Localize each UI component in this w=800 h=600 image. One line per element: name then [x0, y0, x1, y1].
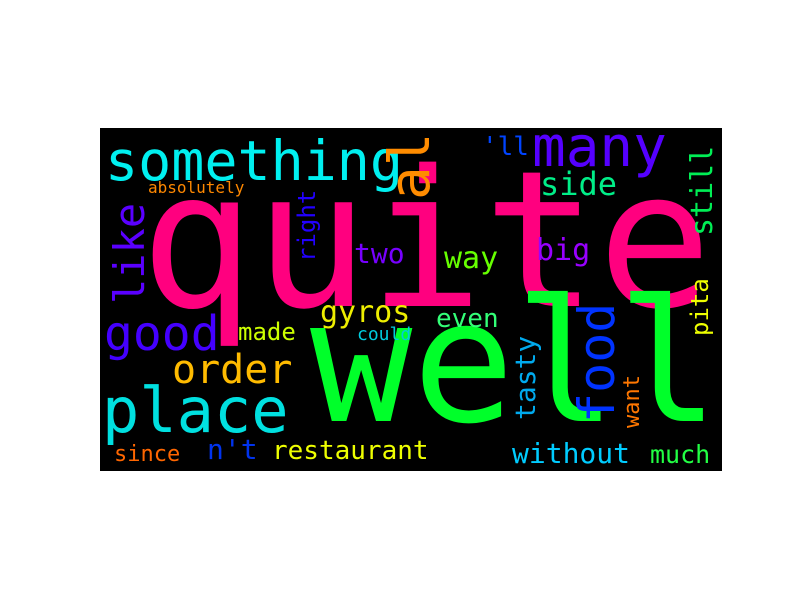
- word-tasty: tasty: [509, 335, 542, 420]
- word-big: big: [536, 233, 591, 268]
- word-pita: pita: [686, 278, 714, 336]
- word-like: like: [105, 202, 154, 304]
- word-since: since: [114, 442, 181, 467]
- word-gyros: gyros: [320, 295, 411, 330]
- word-restaurant: restaurant: [272, 436, 429, 466]
- word-food: food: [568, 302, 626, 423]
- word-two: two: [354, 237, 405, 270]
- word-ll: 'll: [482, 132, 529, 162]
- word-absolutely: absolutely: [148, 178, 245, 197]
- word-even: even: [436, 304, 499, 334]
- word-nt: n't: [207, 433, 258, 466]
- word-something: something: [105, 129, 404, 193]
- word-order: order: [172, 347, 293, 393]
- word-place: place: [102, 374, 289, 447]
- word-want: want: [620, 375, 645, 428]
- word-cloud: quite well something many also place goo…: [100, 128, 722, 471]
- word-could: could: [357, 324, 412, 345]
- word-still: still: [685, 145, 720, 236]
- word-quite: quite: [140, 130, 712, 351]
- word-good: good: [104, 306, 220, 362]
- word-also: also: [378, 128, 443, 200]
- word-way: way: [444, 241, 499, 276]
- word-right: right: [293, 189, 321, 262]
- word-well: well: [310, 264, 720, 462]
- word-made: made: [238, 318, 296, 346]
- word-side: side: [540, 165, 618, 203]
- word-without: without: [512, 437, 631, 470]
- word-many: many: [532, 128, 667, 180]
- word-much: much: [650, 440, 711, 469]
